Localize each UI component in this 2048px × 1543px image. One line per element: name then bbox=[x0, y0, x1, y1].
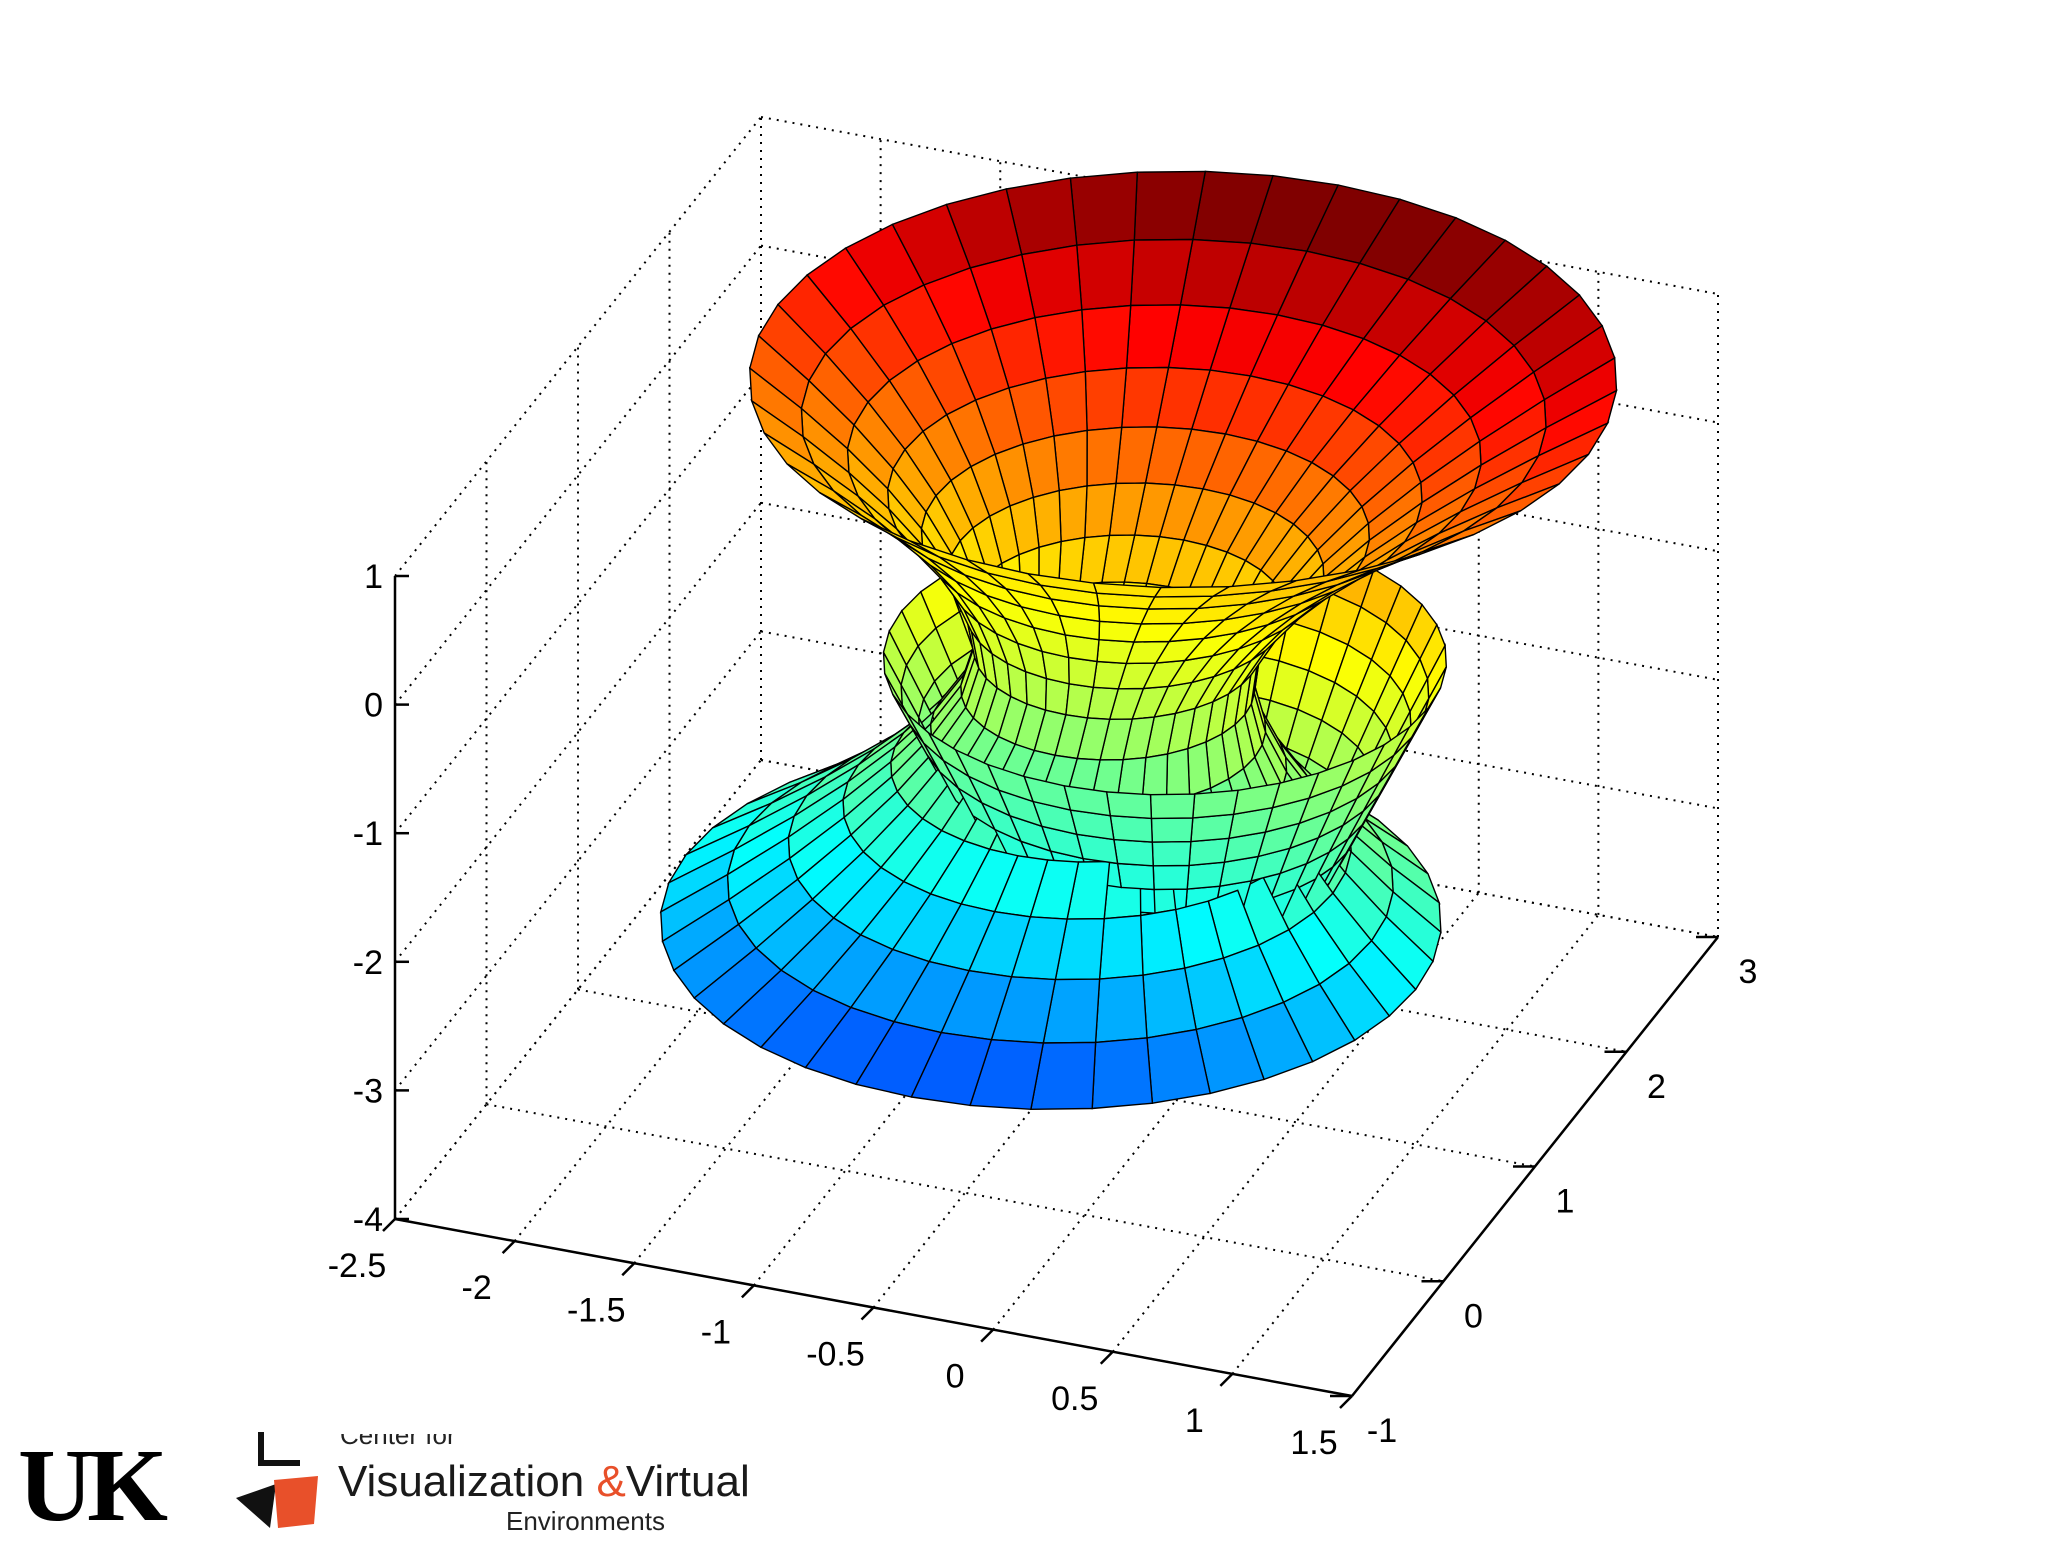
x-tick-mark bbox=[740, 1284, 755, 1299]
inner-surface-facet bbox=[1105, 791, 1153, 820]
inner-surface-facet bbox=[1109, 814, 1154, 843]
x-tick-label: -0.5 bbox=[806, 1336, 865, 1374]
outer-surface-facet bbox=[1058, 485, 1088, 543]
outer-surface-facet bbox=[1091, 1037, 1154, 1110]
inner-surface-facet bbox=[1192, 789, 1239, 819]
footer-logos: UK Center for Visualization &Virtual Env… bbox=[0, 1420, 760, 1543]
cvve-logo-icon bbox=[236, 1432, 318, 1528]
x-tick-mark bbox=[501, 1240, 516, 1255]
cvve-center-for: Center for bbox=[340, 1420, 456, 1450]
x-tick-mark bbox=[1339, 1395, 1353, 1409]
outer-surface-facet bbox=[1069, 171, 1139, 246]
tick-labels: -4 -3 -2 -1 0 1 -2.5 -2 -1.5 -1 -0.5 0 0.5 1 1.5 -1 0 1 2 3 bbox=[328, 558, 1758, 1462]
x-tick-mark bbox=[621, 1262, 636, 1277]
x-tick-label: 1 bbox=[1185, 1402, 1204, 1440]
cvve-ampersand: & bbox=[596, 1457, 626, 1506]
z-tick-label: 0 bbox=[364, 687, 383, 725]
cvve-title: Visualization &Virtual bbox=[338, 1460, 750, 1504]
outer-surface-facet bbox=[1133, 170, 1207, 241]
y-tick-label: -1 bbox=[1367, 1412, 1397, 1450]
grid-line bbox=[394, 502, 762, 963]
cvve-virtual: Virtual bbox=[625, 1457, 750, 1506]
outer-surface-facet bbox=[1098, 914, 1144, 980]
inner-surface-facet bbox=[1116, 862, 1155, 891]
outer-surface-facet bbox=[1098, 620, 1143, 643]
x-tick-label: 1.5 bbox=[1290, 1424, 1337, 1462]
grid-line bbox=[394, 630, 762, 1092]
cvve-environments: Environments bbox=[506, 1506, 665, 1536]
x-tick-mark bbox=[860, 1306, 875, 1321]
inner-surface-facet bbox=[1150, 817, 1194, 843]
uk-logo: UK bbox=[18, 1428, 168, 1543]
x-tick-mark bbox=[382, 1218, 396, 1232]
cvve-visualization: Visualization bbox=[338, 1457, 585, 1506]
x-tick-mark bbox=[980, 1328, 995, 1343]
inner-surface-facet bbox=[1188, 837, 1230, 867]
x-tick-mark bbox=[1099, 1350, 1114, 1365]
x-tick-label: -1.5 bbox=[567, 1291, 626, 1329]
grid-line bbox=[486, 1103, 1444, 1283]
outer-surface-facet bbox=[1044, 677, 1070, 716]
y-tick-label: 0 bbox=[1464, 1297, 1483, 1335]
outer-surface-facet bbox=[1076, 239, 1136, 311]
grid-line bbox=[394, 373, 762, 834]
grid-line bbox=[394, 244, 762, 706]
outer-surface-facet bbox=[1067, 656, 1098, 689]
z-tick-label: 1 bbox=[364, 558, 383, 596]
grid-line bbox=[1231, 914, 1600, 1375]
x-tick-label: 0.5 bbox=[1051, 1380, 1098, 1418]
inner-surface-facet bbox=[1151, 840, 1192, 867]
x-tick-label: -2.5 bbox=[328, 1247, 387, 1285]
inner-surface-facet bbox=[1186, 861, 1226, 890]
inner-surface-facet bbox=[1113, 838, 1154, 867]
outer-surface-facet bbox=[1081, 304, 1132, 373]
surface-mesh bbox=[659, 170, 1618, 1111]
outer-surface-facet bbox=[910, 1031, 993, 1107]
x-tick-label: -2 bbox=[462, 1269, 492, 1307]
z-tick-label: -2 bbox=[353, 944, 383, 982]
outer-surface-facet bbox=[1086, 426, 1123, 487]
outer-surface-facet bbox=[1084, 367, 1128, 432]
outer-surface-facet bbox=[1094, 974, 1148, 1044]
z-tick-label: -1 bbox=[353, 815, 383, 853]
x-tick-label: 0 bbox=[946, 1358, 965, 1396]
y-tick-label: 2 bbox=[1647, 1068, 1666, 1106]
inner-surface-facet bbox=[1190, 813, 1235, 843]
x-tick-label: -1 bbox=[701, 1313, 731, 1351]
y-tick-label: 1 bbox=[1556, 1183, 1575, 1221]
z-tick-label: -4 bbox=[353, 1201, 383, 1239]
inner-surface-facet bbox=[1063, 784, 1112, 817]
z-tick-label: -3 bbox=[353, 1072, 383, 1110]
outer-surface-facet bbox=[1026, 572, 1098, 595]
y-tick-label: 3 bbox=[1739, 953, 1758, 991]
inner-surface-facet bbox=[1149, 793, 1196, 820]
outer-surface-facet bbox=[1187, 741, 1212, 797]
grid-line bbox=[394, 759, 762, 1220]
inner-surface-facet bbox=[1152, 864, 1190, 891]
grid-line bbox=[394, 116, 762, 577]
x-tick-mark bbox=[1219, 1372, 1234, 1387]
axes bbox=[382, 574, 1719, 1409]
